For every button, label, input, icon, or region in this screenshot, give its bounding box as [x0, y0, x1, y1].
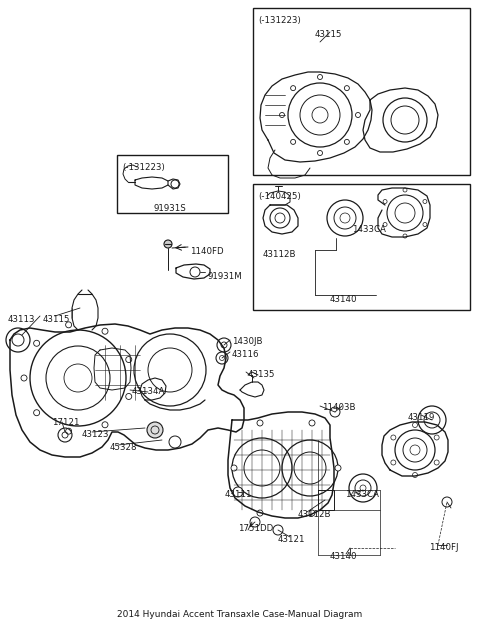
- Bar: [117, 155, 228, 213]
- Circle shape: [217, 338, 231, 352]
- Circle shape: [66, 322, 72, 328]
- Circle shape: [383, 199, 387, 204]
- Circle shape: [250, 517, 260, 527]
- Circle shape: [216, 352, 228, 364]
- Bar: [253, 184, 470, 310]
- Circle shape: [233, 487, 243, 497]
- Circle shape: [257, 420, 263, 426]
- Bar: [253, 8, 470, 175]
- Circle shape: [290, 86, 296, 91]
- Circle shape: [423, 199, 427, 204]
- Circle shape: [434, 460, 439, 465]
- Text: (-131223): (-131223): [122, 163, 165, 172]
- Text: 1433CA: 1433CA: [345, 490, 379, 499]
- Text: 43112B: 43112B: [263, 250, 297, 259]
- Circle shape: [403, 234, 407, 238]
- Circle shape: [309, 420, 315, 426]
- Circle shape: [391, 460, 396, 465]
- Circle shape: [403, 188, 407, 192]
- Circle shape: [21, 375, 27, 381]
- Text: 91931S: 91931S: [154, 204, 186, 213]
- Circle shape: [273, 525, 283, 535]
- Circle shape: [412, 422, 418, 428]
- Text: 2014 Hyundai Accent Transaxle Case-Manual Diagram: 2014 Hyundai Accent Transaxle Case-Manua…: [118, 610, 362, 619]
- Circle shape: [423, 222, 427, 226]
- Circle shape: [102, 422, 108, 428]
- Circle shape: [102, 328, 108, 334]
- Text: 1433CA: 1433CA: [352, 225, 386, 234]
- Circle shape: [383, 222, 387, 226]
- Text: 1140FD: 1140FD: [190, 247, 224, 256]
- Circle shape: [126, 356, 132, 362]
- Circle shape: [317, 151, 323, 156]
- Circle shape: [309, 510, 315, 516]
- Text: 1430JB: 1430JB: [232, 337, 263, 346]
- Text: 43134A: 43134A: [132, 387, 166, 396]
- Text: (-140425): (-140425): [258, 192, 301, 201]
- Text: 17121: 17121: [52, 418, 80, 427]
- Text: (-131223): (-131223): [258, 16, 301, 25]
- Circle shape: [169, 436, 181, 448]
- Circle shape: [164, 240, 172, 248]
- Circle shape: [279, 112, 285, 118]
- Text: 43119: 43119: [408, 413, 435, 422]
- Text: 43135: 43135: [248, 370, 276, 379]
- Text: 43115: 43115: [315, 30, 343, 39]
- Text: 43140: 43140: [330, 295, 358, 304]
- Circle shape: [290, 139, 296, 144]
- Circle shape: [147, 422, 163, 438]
- Circle shape: [344, 86, 349, 91]
- Text: 43111: 43111: [225, 490, 252, 499]
- Text: 43121: 43121: [278, 535, 305, 544]
- Circle shape: [434, 435, 439, 440]
- Text: 91931M: 91931M: [207, 272, 242, 281]
- Circle shape: [344, 139, 349, 144]
- Text: 43112B: 43112B: [298, 510, 332, 519]
- Circle shape: [257, 510, 263, 516]
- Circle shape: [126, 394, 132, 399]
- Text: 43116: 43116: [232, 350, 260, 359]
- Circle shape: [391, 435, 396, 440]
- Text: 1751DD: 1751DD: [238, 524, 273, 533]
- Circle shape: [317, 74, 323, 79]
- Circle shape: [356, 112, 360, 118]
- Circle shape: [34, 340, 40, 346]
- Text: 11403B: 11403B: [322, 403, 356, 412]
- Circle shape: [66, 428, 72, 434]
- Text: 43123: 43123: [82, 430, 109, 439]
- Circle shape: [330, 407, 340, 417]
- Circle shape: [412, 472, 418, 478]
- Circle shape: [442, 497, 452, 507]
- Circle shape: [335, 465, 341, 471]
- Text: 45328: 45328: [110, 443, 137, 452]
- Circle shape: [34, 410, 40, 416]
- Text: 1140FJ: 1140FJ: [429, 543, 458, 552]
- Text: 43113: 43113: [8, 315, 36, 324]
- Circle shape: [231, 465, 237, 471]
- Text: 43115: 43115: [43, 315, 71, 324]
- Text: 43140: 43140: [330, 552, 358, 561]
